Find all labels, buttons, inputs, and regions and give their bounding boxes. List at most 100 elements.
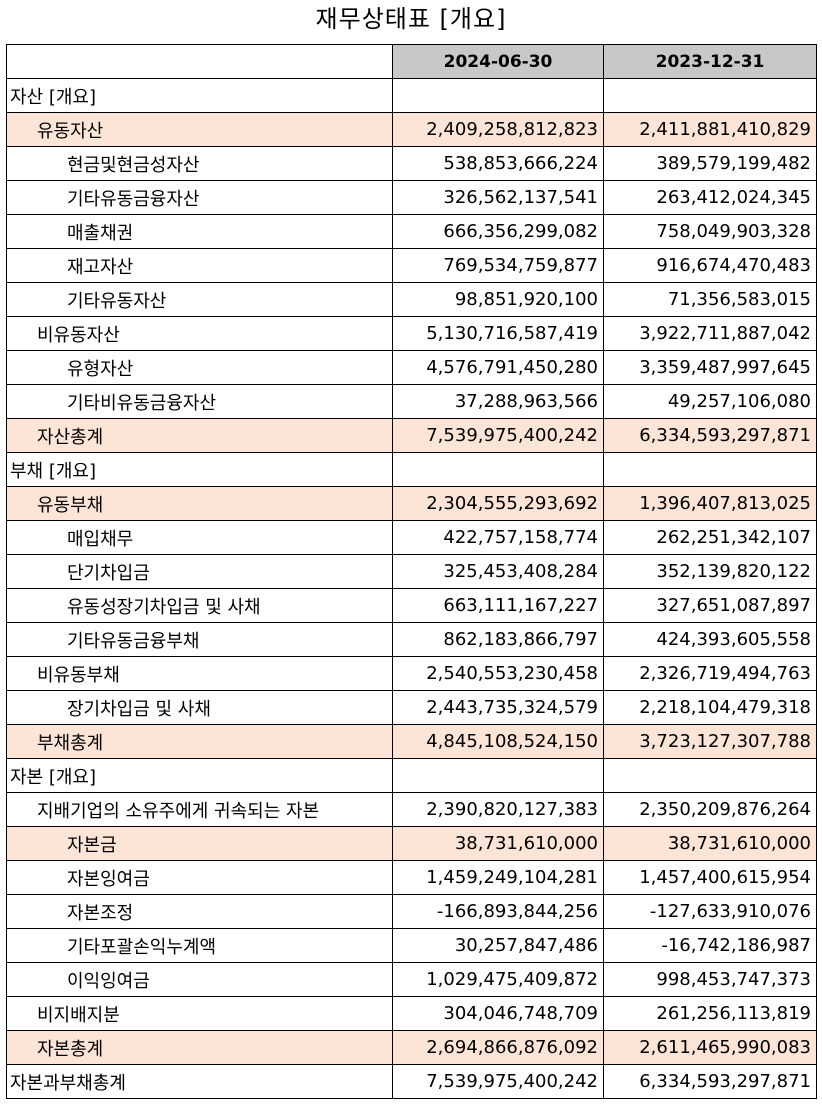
value-current: 325,453,408,284	[392, 554, 604, 589]
value-current: 769,534,759,877	[392, 248, 604, 283]
value-prior: 71,356,583,015	[603, 282, 817, 317]
table-row: 자본과부채총계 7,539,975,400,242 6,334,593,297,87…	[6, 1064, 817, 1099]
table-row: 현금및현금성자산 538,853,666,224 389,579,199,482	[6, 146, 817, 181]
value-current: 2,409,258,812,823	[392, 112, 604, 147]
value-current: 30,257,847,486	[392, 928, 604, 963]
value-current: 2,443,735,324,579	[392, 690, 604, 725]
value-prior: 916,674,470,483	[603, 248, 817, 283]
row-label: 비지배지분	[6, 996, 393, 1031]
value-prior: 3,723,127,307,788	[603, 724, 817, 759]
value-current: 7,539,975,400,242	[392, 418, 604, 453]
table-row: 자산 [개요]	[6, 78, 817, 113]
row-label: 자산 [개요]	[6, 78, 393, 113]
value-prior: 6,334,593,297,871	[603, 1064, 817, 1099]
row-label: 비유동자산	[6, 316, 393, 351]
value-current: 663,111,167,227	[392, 588, 604, 623]
value-prior: 327,651,087,897	[603, 588, 817, 623]
value-prior	[603, 78, 817, 113]
row-label: 재고자산	[6, 248, 393, 283]
row-label: 현금및현금성자산	[6, 146, 393, 181]
row-label: 장기차입금 및 사채	[6, 690, 393, 725]
value-current: 862,183,866,797	[392, 622, 604, 657]
value-current: 2,390,820,127,383	[392, 792, 604, 827]
table-row: 비유동자산 5,130,716,587,419 3,922,711,887,042	[6, 316, 817, 351]
row-label: 자본조정	[6, 894, 393, 929]
row-label: 비유동부채	[6, 656, 393, 691]
value-prior: 6,334,593,297,871	[603, 418, 817, 453]
value-prior: 998,453,747,373	[603, 962, 817, 997]
table-row: 장기차입금 및 사채 2,443,735,324,579 2,218,104,479…	[6, 690, 817, 725]
value-current: 7,539,975,400,242	[392, 1064, 604, 1099]
value-current: 422,757,158,774	[392, 520, 604, 555]
table-row: 자본금 38,731,610,000 38,731,610,000	[6, 826, 817, 861]
value-current: 2,304,555,293,692	[392, 486, 604, 521]
table-row: 자본 [개요]	[6, 758, 817, 793]
value-current: 2,694,866,876,092	[392, 1030, 604, 1065]
value-current: 5,130,716,587,419	[392, 316, 604, 351]
table-row: 부채총계 4,845,108,524,150 3,723,127,307,788	[6, 724, 817, 759]
value-prior: 758,049,903,328	[603, 214, 817, 249]
table-row: 기타유동자산 98,851,920,100 71,356,583,015	[6, 282, 817, 317]
table-row: 유동부채 2,304,555,293,692 1,396,407,813,025	[6, 486, 817, 521]
table-row: 단기차입금 325,453,408,284 352,139,820,122	[6, 554, 817, 589]
table-row: 부채 [개요]	[6, 452, 817, 487]
row-label: 지배기업의 소유주에게 귀속되는 자본	[6, 792, 393, 827]
value-prior: 2,611,465,990,083	[603, 1030, 817, 1065]
header-period-current: 2024-06-30	[392, 44, 604, 79]
value-prior: -16,742,186,987	[603, 928, 817, 963]
row-label: 매출채권	[6, 214, 393, 249]
table-row: 이익잉여금 1,029,475,409,872 998,453,747,373	[6, 962, 817, 997]
value-prior: 3,922,711,887,042	[603, 316, 817, 351]
row-label: 자본금	[6, 826, 393, 861]
value-prior: 263,412,024,345	[603, 180, 817, 215]
value-prior: 2,326,719,494,763	[603, 656, 817, 691]
value-current: 538,853,666,224	[392, 146, 604, 181]
table-row: 자본잉여금 1,459,249,104,281 1,457,400,615,954	[6, 860, 817, 895]
value-current: 304,046,748,709	[392, 996, 604, 1031]
table-row: 재고자산 769,534,759,877 916,674,470,483	[6, 248, 817, 283]
table-row: 매출채권 666,356,299,082 758,049,903,328	[6, 214, 817, 249]
value-prior: 424,393,605,558	[603, 622, 817, 657]
value-prior: 3,359,487,997,645	[603, 350, 817, 385]
table-row: 자산총계 7,539,975,400,242 6,334,593,297,871	[6, 418, 817, 453]
header-period-prior: 2023-12-31	[603, 44, 817, 79]
row-label: 자본총계	[6, 1030, 393, 1065]
row-label: 단기차입금	[6, 554, 393, 589]
row-label: 부채총계	[6, 724, 393, 759]
row-label: 부채 [개요]	[6, 452, 393, 487]
row-label: 유동성장기차입금 및 사채	[6, 588, 393, 623]
value-prior: 262,251,342,107	[603, 520, 817, 555]
value-current: 1,459,249,104,281	[392, 860, 604, 895]
value-current	[392, 78, 604, 113]
row-label: 자본 [개요]	[6, 758, 393, 793]
row-label: 자본과부채총계	[6, 1064, 393, 1099]
row-label: 기타유동자산	[6, 282, 393, 317]
table-row: 자본조정 -166,893,844,256 -127,633,910,076	[6, 894, 817, 929]
table-row: 지배기업의 소유주에게 귀속되는 자본 2,390,820,127,383 2,35…	[6, 792, 817, 827]
value-prior	[603, 758, 817, 793]
table-row: 기타포괄손익누계액 30,257,847,486 -16,742,186,987	[6, 928, 817, 963]
value-current: 4,845,108,524,150	[392, 724, 604, 759]
row-label: 매입채무	[6, 520, 393, 555]
row-label: 기타유동금융자산	[6, 180, 393, 215]
row-label: 이익잉여금	[6, 962, 393, 997]
value-current: 4,576,791,450,280	[392, 350, 604, 385]
value-prior: 261,256,113,819	[603, 996, 817, 1031]
table-row: 매입채무 422,757,158,774 262,251,342,107	[6, 520, 817, 555]
value-prior: 1,457,400,615,954	[603, 860, 817, 895]
value-prior: 2,350,209,876,264	[603, 792, 817, 827]
value-current: 37,288,963,566	[392, 384, 604, 419]
value-current: 98,851,920,100	[392, 282, 604, 317]
value-prior: 352,139,820,122	[603, 554, 817, 589]
table-row: 유형자산 4,576,791,450,280 3,359,487,997,645	[6, 350, 817, 385]
row-label: 유형자산	[6, 350, 393, 385]
table-row: 비지배지분 304,046,748,709 261,256,113,819	[6, 996, 817, 1031]
value-current: 2,540,553,230,458	[392, 656, 604, 691]
value-prior: 2,218,104,479,318	[603, 690, 817, 725]
value-current	[392, 758, 604, 793]
value-prior: 2,411,881,410,829	[603, 112, 817, 147]
table-row: 유동자산 2,409,258,812,823 2,411,881,410,829	[6, 112, 817, 147]
value-current: 666,356,299,082	[392, 214, 604, 249]
row-label: 자산총계	[6, 418, 393, 453]
row-label: 기타비유동금융자산	[6, 384, 393, 419]
